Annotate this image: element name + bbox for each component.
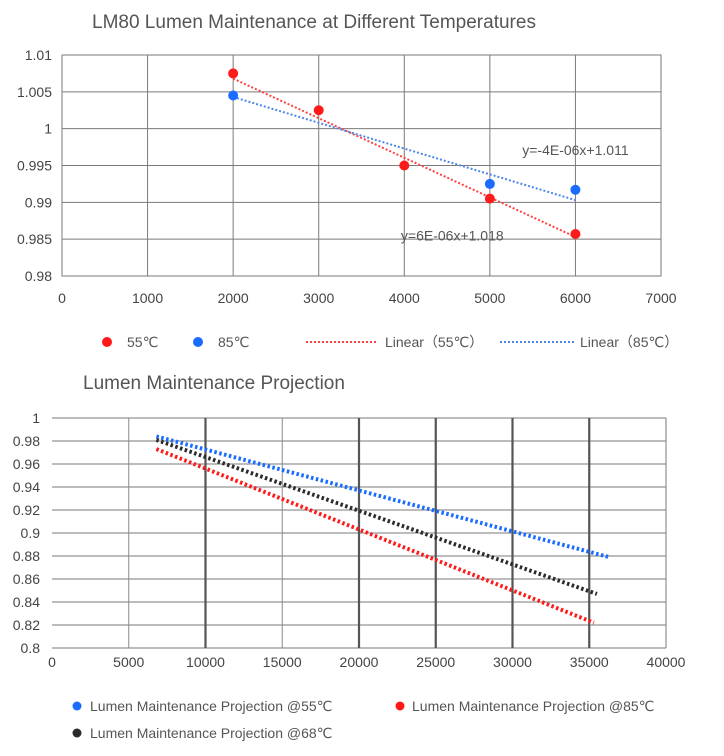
chart2-y-tick-label: 0.98 bbox=[13, 433, 40, 449]
chart2-series-line-2 bbox=[155, 437, 598, 596]
chart2-x-tick-label: 40000 bbox=[647, 654, 686, 670]
chart1-point-s0 bbox=[228, 68, 239, 79]
chart1-legend-label-85: 85℃ bbox=[218, 334, 249, 350]
chart1-x-tick-label: 0 bbox=[58, 290, 66, 306]
chart1-point-s0 bbox=[399, 160, 410, 171]
chart2-legend-marker-68 bbox=[72, 728, 82, 738]
chart1-point-s1 bbox=[570, 184, 581, 195]
chart1-point-s1 bbox=[228, 90, 239, 101]
chart2-series-line-1 bbox=[155, 447, 595, 625]
chart2-x-tick-label: 30000 bbox=[493, 654, 532, 670]
chart2-y-tick-label: 0.96 bbox=[13, 456, 40, 472]
chart1-point-s0 bbox=[570, 229, 581, 240]
chart1-plot: 0 1000 2000 3000 4000 5000 6000 7000 0.98 0.985 0.… bbox=[17, 47, 678, 350]
chart2-legend-label-85: Lumen Maintenance Projection @85℃ bbox=[412, 698, 654, 714]
chart1-y-tick-label: 1.01 bbox=[25, 47, 52, 63]
chart2-y-tick-label: 0.92 bbox=[13, 502, 40, 518]
chart1-y-tick-label: 0.985 bbox=[17, 231, 52, 247]
chart1-x-tick-label: 2000 bbox=[218, 290, 249, 306]
chart1-legend-marker-55 bbox=[102, 337, 112, 347]
chart1-point-s0 bbox=[313, 105, 324, 116]
chart2-series-line-0 bbox=[155, 434, 610, 560]
chart2-legend-label-68: Lumen Maintenance Projection @68℃ bbox=[90, 725, 332, 741]
chart2-title: Lumen Maintenance Projection bbox=[83, 373, 345, 394]
chart2-legend-marker-85 bbox=[395, 701, 405, 711]
chart1-y-tick-label: 0.995 bbox=[17, 158, 52, 174]
chart2-x-tick-label: 0 bbox=[48, 654, 56, 670]
chart1-title: LM80 Lumen Maintenance at Different Temp… bbox=[92, 12, 536, 33]
chart1-x-tick-label: 1000 bbox=[132, 290, 163, 306]
chart1-trendline-0 bbox=[232, 77, 576, 238]
chart2-legend-marker-55 bbox=[72, 701, 82, 711]
chart1-trendline-1 bbox=[232, 96, 576, 202]
chart1-x-tick-label: 5000 bbox=[474, 290, 505, 306]
chart1-legend-label-linear55: Linear（55℃） bbox=[385, 334, 483, 350]
chart1-y-tick-label: 1.005 bbox=[17, 84, 52, 100]
chart2-x-tick-label: 5000 bbox=[113, 654, 144, 670]
chart1-y-tick-label: 0.98 bbox=[25, 268, 52, 284]
chart2-x-tick-label: 20000 bbox=[340, 654, 379, 670]
chart2-y-tick-label: 0.88 bbox=[13, 548, 40, 564]
chart2-plot: 0.80.820.840.860.880.90.920.940.960.9810… bbox=[13, 410, 686, 741]
chart1-legend-marker-85 bbox=[193, 337, 203, 347]
chart1-point-s0 bbox=[484, 193, 495, 204]
chart1-y-tick-label: 0.99 bbox=[25, 194, 52, 210]
chart1-equation-85: y=-4E-06x+1.011 bbox=[522, 142, 629, 158]
chart2-y-tick-label: 0.9 bbox=[21, 525, 41, 541]
chart2-y-tick-label: 0.84 bbox=[13, 594, 40, 610]
chart1-equation-55: y=6E-06x+1.018 bbox=[401, 228, 504, 244]
chart2-y-tick-label: 0.86 bbox=[13, 571, 40, 587]
chart1-x-tick-label: 4000 bbox=[389, 290, 420, 306]
chart2-x-tick-label: 10000 bbox=[186, 654, 225, 670]
chart1-point-s1 bbox=[484, 178, 495, 189]
chart1-legend-label-linear85: Linear（85℃） bbox=[580, 334, 678, 350]
chart1-x-tick-label: 7000 bbox=[645, 290, 676, 306]
chart2-legend-label-55: Lumen Maintenance Projection @55℃ bbox=[90, 698, 332, 714]
chart2-y-tick-label: 1 bbox=[32, 410, 40, 426]
chart2-y-tick-label: 0.82 bbox=[13, 617, 40, 633]
chart2-x-tick-label: 15000 bbox=[263, 654, 302, 670]
chart1-x-tick-label: 6000 bbox=[560, 290, 591, 306]
chart2-y-tick-label: 0.94 bbox=[13, 479, 40, 495]
chart1-y-tick-label: 1 bbox=[44, 121, 52, 137]
chart2-y-tick-label: 0.8 bbox=[21, 640, 41, 656]
chart1-legend-label-55: 55℃ bbox=[127, 334, 158, 350]
chart2-x-tick-label: 35000 bbox=[570, 654, 609, 670]
chart1-x-tick-label: 3000 bbox=[303, 290, 334, 306]
chart2-x-tick-label: 25000 bbox=[416, 654, 455, 670]
